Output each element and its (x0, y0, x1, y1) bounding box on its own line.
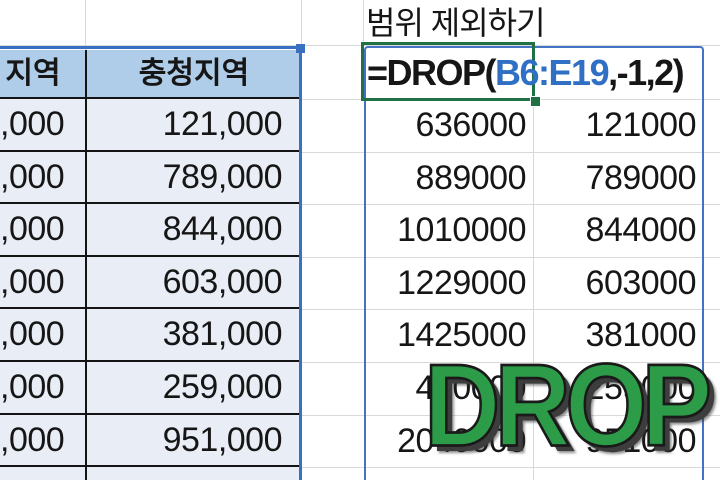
gridline (302, 362, 720, 363)
cell-value: 844,000 (162, 210, 283, 248)
spill-row[interactable]: 636000 121000 (365, 99, 703, 152)
header-label: 충청지역 (138, 57, 250, 90)
gridline (0, 45, 720, 46)
spill-cell: 121000 (585, 106, 697, 144)
cell-value: ,000 (0, 421, 65, 459)
spill-row[interactable]: 889000 789000 (365, 152, 703, 204)
formula-suffix: ,-1,2) (608, 52, 685, 93)
gridline (302, 257, 720, 258)
active-cell-border[interactable] (361, 42, 535, 101)
gridline (533, 99, 534, 480)
gridline (85, 0, 86, 50)
source-table-header-row: 지역 충청지역 (0, 50, 301, 99)
source-row-partial (0, 467, 301, 480)
spill-cell: 636000 (415, 106, 527, 144)
formula-prefix: =DROP( (367, 52, 497, 93)
gridline (301, 0, 302, 46)
source-row[interactable]: ,000 259,000 (0, 362, 301, 415)
source-row[interactable]: ,000 951,000 (0, 415, 301, 467)
cell-value: ,000 (0, 158, 65, 196)
spill-cell: 889000 (415, 159, 527, 197)
drop-wordart-watermark: DROP (423, 339, 714, 471)
cell-value: ,000 (0, 368, 65, 406)
sheet-title: 범위 제외하기 (366, 5, 546, 41)
spill-row[interactable]: 2040000 951000 (365, 415, 703, 467)
spill-cell: 1425000 (397, 316, 526, 354)
gridline (302, 152, 720, 153)
cell-value: 789,000 (162, 158, 283, 196)
spill-row[interactable]: 1425000 381000 (365, 309, 703, 362)
cell-value: ,000 (0, 105, 65, 143)
reference-range-border (0, 46, 302, 480)
cell-value: 951,000 (162, 421, 283, 459)
spill-cell: 1229000 (397, 264, 526, 302)
cell-value: 381,000 (162, 315, 283, 353)
source-row[interactable]: ,000 844,000 (0, 204, 301, 257)
source-row[interactable]: ,000 789,000 (0, 152, 301, 204)
source-row[interactable]: ,000 603,000 (0, 257, 301, 309)
header-label: 지역 (5, 57, 61, 90)
spill-cell: 844000 (585, 211, 697, 249)
spill-row[interactable]: 440000 259000 (365, 362, 703, 415)
fill-handle[interactable] (530, 96, 541, 107)
spill-cell: 1010000 (397, 211, 526, 249)
gridline (302, 309, 720, 310)
gridline (302, 204, 720, 205)
reference-range-corner-handle[interactable] (296, 44, 305, 53)
gridline (302, 467, 720, 468)
header-cell-chungcheong[interactable]: 충청지역 (85, 50, 301, 97)
spill-row[interactable]: 1010000 844000 (365, 204, 703, 257)
spill-cell: 259000 (585, 369, 697, 407)
formula-range-reference: B6:E19 (495, 52, 610, 93)
cell-value: 603,000 (162, 263, 283, 301)
cell-value: 259,000 (162, 368, 283, 406)
source-row[interactable]: ,000 381,000 (0, 309, 301, 362)
spill-cell: 951000 (585, 422, 697, 460)
gridline (302, 415, 720, 416)
formula-text[interactable]: =DROP(B6:E19,-1,2) (367, 44, 685, 101)
cell-value: 121,000 (162, 105, 283, 143)
spill-cell: 381000 (585, 316, 697, 354)
gridline (363, 0, 364, 45)
header-cell-region-partial[interactable]: 지역 (0, 50, 85, 97)
cell-value: ,000 (0, 210, 65, 248)
spill-row[interactable]: 1229000 603000 (365, 257, 703, 309)
cell-value: ,000 (0, 315, 65, 353)
spill-cell: 603000 (585, 264, 697, 302)
spill-cell: 440000 (415, 369, 527, 407)
source-row[interactable]: ,000 121,000 (0, 99, 301, 152)
spill-cell: 2040000 (397, 422, 526, 460)
spill-cell: 789000 (585, 159, 697, 197)
cell-value: ,000 (0, 263, 65, 301)
